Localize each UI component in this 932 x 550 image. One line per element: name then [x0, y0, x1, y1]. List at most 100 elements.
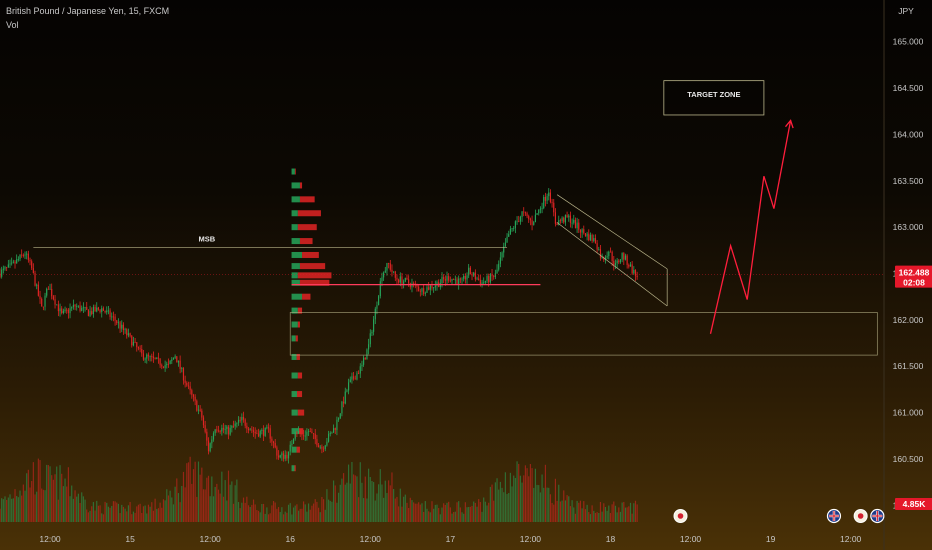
volume-profile-bar — [297, 321, 300, 328]
volume-badge[interactable]: 4.85K — [895, 498, 932, 510]
volume-profile-bar — [296, 446, 300, 453]
candle-body — [264, 427, 266, 436]
event-dot — [857, 513, 864, 519]
volume-bar — [176, 478, 178, 522]
candle-body — [124, 329, 126, 331]
volume-bar — [167, 495, 170, 522]
candle-body — [508, 234, 510, 237]
volume-bar — [29, 487, 31, 522]
volume-bar — [217, 489, 220, 522]
volume-bar — [379, 469, 381, 522]
candle-body — [479, 280, 481, 285]
candle-body — [449, 280, 451, 282]
volume-bar — [21, 495, 23, 522]
candle-body — [589, 234, 592, 241]
volume-bar — [34, 494, 36, 522]
candle-body — [111, 316, 113, 318]
volume-bar — [341, 478, 343, 522]
volume-bar — [489, 486, 491, 522]
candle-body — [291, 443, 293, 445]
candle-body — [368, 344, 370, 350]
demand-zone-box[interactable] — [289, 312, 878, 356]
candle-body — [99, 309, 101, 312]
volume-bar — [316, 501, 318, 522]
volume-bar — [484, 501, 486, 522]
volume-bar — [307, 503, 310, 522]
volume-profile-bar — [299, 196, 315, 203]
candle-body — [229, 427, 231, 435]
projection-path[interactable] — [709, 120, 792, 334]
volume-bar — [621, 502, 623, 522]
volume-bar — [609, 513, 612, 522]
volume-bar — [104, 501, 106, 522]
volume-bar — [211, 476, 213, 522]
candle-body — [56, 304, 58, 306]
volume-bar — [373, 482, 375, 522]
candle-body — [184, 380, 186, 383]
volume-bar — [232, 503, 235, 522]
volume-bar — [344, 484, 346, 522]
candle-body — [519, 216, 521, 222]
candle-body — [461, 278, 463, 280]
volume-profile-bar — [297, 391, 303, 398]
candle-body — [546, 196, 548, 201]
volume-bar — [4, 496, 6, 522]
calendar-event-icon[interactable] — [853, 509, 868, 523]
candle-body — [162, 366, 165, 368]
volume-bar — [474, 502, 476, 522]
volume-bar — [446, 502, 448, 522]
volume-bar — [37, 458, 39, 522]
candle-body — [224, 428, 226, 430]
volume-bar — [363, 498, 365, 522]
channel-lower-line[interactable] — [556, 222, 668, 307]
volume-bar — [588, 512, 590, 522]
volume-profile-bar — [297, 224, 317, 231]
volume-bar — [503, 492, 505, 522]
volume-bar — [112, 501, 115, 522]
volume-bar — [399, 488, 401, 522]
y-tick-label: 162.000 — [893, 315, 924, 325]
volume-bar — [604, 506, 607, 522]
candle-body — [541, 208, 543, 209]
candle-body — [2, 268, 4, 270]
calendar-event-icon[interactable] — [673, 509, 688, 523]
volume-bar — [431, 501, 433, 522]
volume-bar — [633, 503, 635, 522]
volume-bar — [177, 493, 180, 522]
volume-profile-bar — [291, 196, 300, 203]
volume-bar — [64, 478, 66, 522]
volume-bar — [424, 501, 426, 522]
volume-bar — [107, 506, 109, 522]
target-zone-box[interactable] — [663, 80, 765, 116]
candle-body — [254, 431, 256, 434]
volume-profile-bar — [291, 272, 298, 279]
uk-flag-icon[interactable] — [826, 508, 842, 524]
candle-body — [563, 217, 565, 223]
candle-body — [506, 236, 508, 243]
y-tick-label: 160.500 — [893, 454, 924, 464]
candle-body — [91, 311, 93, 315]
volume-bar — [149, 506, 151, 522]
candle-body — [493, 276, 495, 278]
candle-body — [261, 429, 263, 431]
volume-bar — [569, 506, 572, 522]
volume-bar — [548, 487, 550, 522]
volume-profile-bar — [294, 465, 296, 472]
candle-body — [348, 382, 350, 391]
volume-layer — [0, 456, 638, 522]
candle-body — [281, 453, 283, 456]
volume-bar — [17, 497, 19, 522]
channel-upper-line[interactable] — [556, 194, 668, 270]
candle-body — [66, 309, 68, 311]
volume-bar — [549, 494, 551, 522]
candle-body — [101, 308, 103, 312]
uk-flag-icon[interactable] — [870, 508, 885, 524]
candle-body — [624, 255, 627, 260]
volume-bar — [262, 503, 265, 522]
volume-bar — [309, 509, 311, 522]
candle-body — [59, 308, 61, 312]
volume-badge-value: 4.85K — [903, 499, 927, 509]
